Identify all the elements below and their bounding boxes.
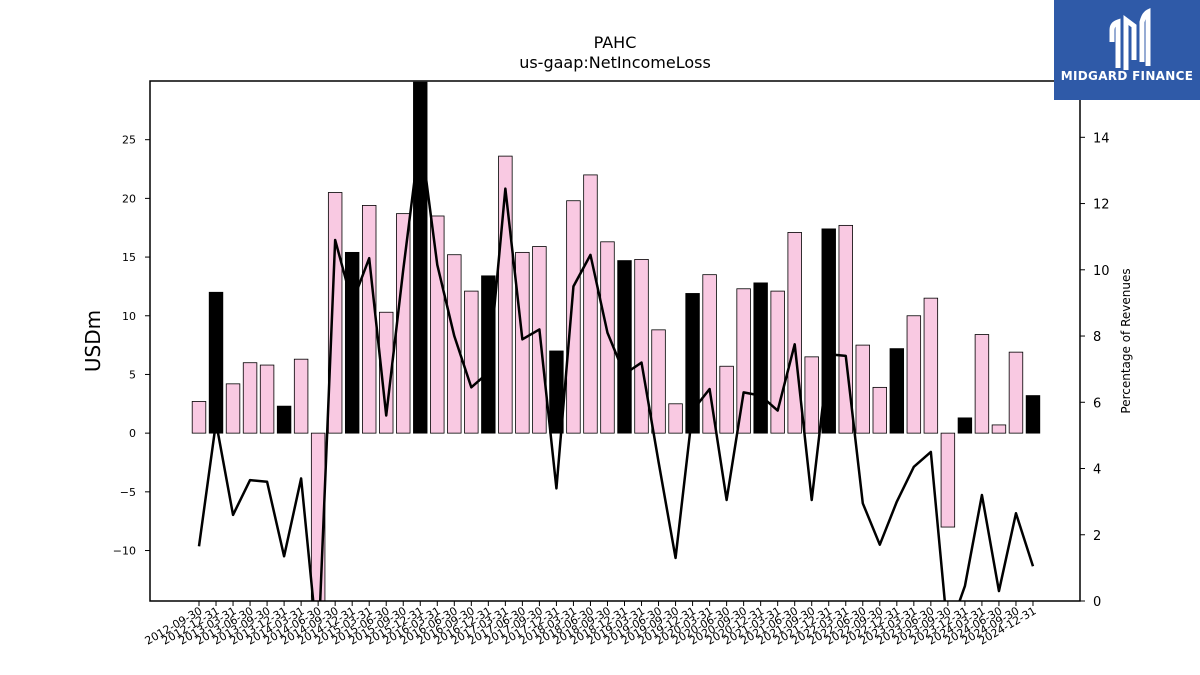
brand-name: MIDGARD FINANCE (1060, 69, 1194, 83)
quarter-bar (974, 334, 990, 434)
bars-group (191, 81, 1041, 601)
quarter-bar (327, 192, 343, 434)
quarter-bar (1008, 351, 1024, 434)
annual-bar (549, 350, 564, 434)
quarter-bar (940, 432, 956, 528)
y2-axis-label: Percentage of Revenues (1119, 268, 1133, 413)
quarter-bar (991, 424, 1007, 434)
annual-bar (753, 282, 768, 434)
quarter-bar (702, 274, 717, 434)
quarter-bar (872, 386, 888, 434)
y-tick-label: 0 (129, 427, 136, 440)
annual-bar (889, 348, 905, 434)
annual-bar (208, 291, 224, 434)
plot-frame (149, 80, 1081, 602)
annual-bar (685, 293, 700, 434)
quarter-bar (293, 358, 309, 434)
quarter-bar (259, 364, 275, 434)
quarter-bar (736, 288, 751, 434)
y2-tick-label: 2 (1093, 529, 1101, 544)
quarter-bar (600, 241, 615, 434)
midgard-logo-icon (1109, 7, 1151, 70)
quarter-bar (430, 215, 445, 434)
chart-subtitle: us-gaap:NetIncomeLoss (519, 53, 711, 72)
brand-logo: MIDGARD FINANCE (1054, 0, 1200, 100)
annual-bar (617, 260, 632, 434)
quarter-bar (923, 297, 939, 434)
y-tick-label: 15 (122, 251, 136, 264)
annual-bar (1025, 395, 1041, 434)
quarter-bar (651, 329, 666, 434)
quarter-bar (566, 200, 581, 434)
y-axis-label: USDm (81, 310, 105, 372)
y-tick-label: −5 (120, 486, 136, 499)
annual-bar (481, 275, 496, 434)
annual-bar (957, 417, 973, 434)
quarter-bar (906, 315, 922, 434)
y-tick-label: −10 (113, 545, 136, 558)
quarter-bar (804, 356, 819, 434)
y-tick-label: 10 (122, 310, 136, 323)
quarter-bar (583, 174, 598, 434)
percentage-line (197, 132, 1035, 601)
annual-bar (276, 405, 292, 434)
line-group (197, 132, 1035, 601)
quarter-bar (787, 232, 802, 434)
quarter-bar (668, 403, 683, 434)
y2-tick-label: 6 (1093, 396, 1101, 411)
quarter-bar (361, 205, 377, 434)
quarter-bar (515, 251, 530, 434)
y-tick-label: 20 (122, 192, 136, 205)
quarter-bar (719, 365, 734, 434)
y2-tick-label: 0 (1093, 595, 1101, 610)
y2-tick-label: 14 (1093, 131, 1110, 146)
annual-bar (344, 251, 360, 434)
y2-tick-label: 4 (1093, 463, 1101, 478)
y2-tick-label: 12 (1093, 198, 1110, 213)
quarter-bar (379, 311, 394, 434)
axes-group: −10−50510152025024681012142012-09-302012… (113, 131, 1110, 647)
quarter-bar (634, 259, 649, 434)
quarter-bar (770, 290, 785, 434)
quarter-bar (191, 401, 207, 434)
y2-tick-label: 10 (1093, 264, 1110, 279)
quarter-bar (225, 383, 241, 434)
quarter-bar (464, 290, 479, 434)
quarter-bar (396, 213, 411, 434)
y-tick-label: 5 (129, 368, 136, 381)
y-tick-label: 25 (122, 134, 136, 147)
y2-tick-label: 8 (1093, 330, 1101, 345)
chart-title: PAHC (594, 33, 637, 52)
quarter-bar (242, 362, 258, 434)
quarter-bar (855, 344, 870, 434)
quarter-bar (447, 254, 462, 434)
